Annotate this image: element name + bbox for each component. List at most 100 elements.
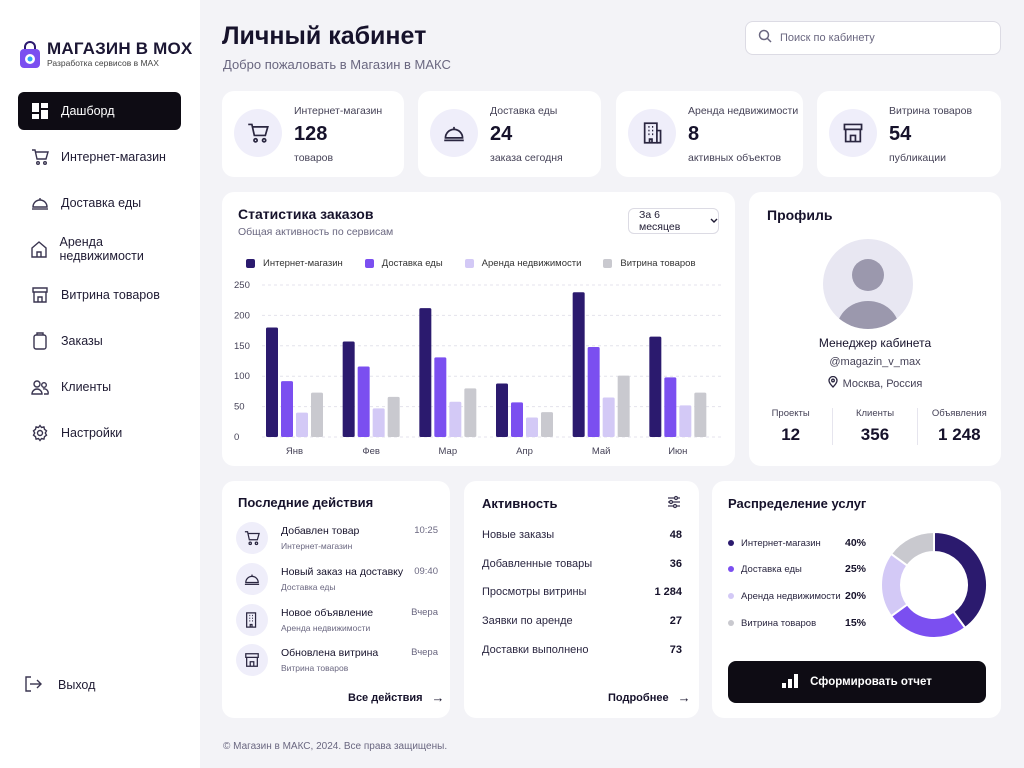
arrow-right-icon: → [677, 690, 691, 705]
bar[interactable] [649, 336, 662, 437]
filter-sliders-icon[interactable] [667, 495, 681, 514]
bar[interactable] [311, 392, 323, 437]
list-item[interactable]: Обновлена витрина Витрина товаров Вчера [236, 644, 438, 678]
donut-slice[interactable] [889, 603, 967, 639]
profile-title: Профиль [767, 207, 833, 223]
list-item[interactable]: Добавлен товар Интернет-магазин 10:25 [236, 522, 438, 556]
stat-desc: товаров [294, 152, 334, 164]
more-link[interactable]: Подробнее → [608, 690, 691, 705]
bar[interactable] [419, 308, 432, 437]
bar[interactable] [281, 381, 293, 437]
bar[interactable] [464, 388, 477, 437]
arrow-right-icon: → [431, 690, 445, 705]
sidebar-item-dashboard[interactable]: Дашборд [18, 92, 181, 130]
activity-label: Заявки по аренде [482, 615, 573, 627]
profile-stat-value: 356 [860, 425, 890, 444]
x-tick-label: Мар [439, 446, 458, 457]
activity-row: Заявки по аренде 27 [482, 615, 682, 627]
sidebar-item-label: Интернет-магазин [61, 150, 166, 164]
bar[interactable] [449, 401, 462, 437]
list-item[interactable]: Новое объявление Аренда недвижимости Вче… [236, 604, 438, 638]
profile-card: Профиль Менеджер кабинета @magazin_v_max… [749, 192, 1001, 466]
sidebar-item-clients[interactable]: Клиенты [18, 368, 181, 406]
sidebar-item-label: Клиенты [61, 380, 112, 394]
chevron-down-icon [710, 215, 718, 227]
bar[interactable] [679, 405, 692, 437]
distribution-item: Аренда недвижимости 20% [728, 590, 866, 602]
cloche-icon [430, 109, 478, 157]
period-dropdown[interactable]: За 6 месяцев [628, 208, 719, 234]
stat-card-shop[interactable]: Интернет-магазин 128 товаров [222, 91, 404, 177]
y-tick-label: 250 [234, 280, 250, 291]
sidebar-item-food[interactable]: Доставка еды [18, 184, 181, 222]
cart-icon [234, 109, 282, 157]
bar[interactable] [587, 347, 600, 437]
legend-label: Доставка еды [381, 258, 443, 269]
bar[interactable] [526, 417, 538, 437]
stat-label: Интернет-магазин [294, 105, 383, 117]
distribution-pct: 15% [844, 617, 866, 629]
generate-report-button[interactable]: Сформировать отчет [728, 661, 986, 703]
cart-icon [236, 522, 268, 554]
profile-stat-listings: Объявления 1 248 [918, 408, 1001, 445]
legend-item: Интернет-магазин [246, 258, 343, 269]
bar[interactable] [296, 412, 308, 437]
sidebar-item-settings[interactable]: Настройки [18, 414, 181, 452]
logout-button[interactable]: Выход [24, 675, 95, 695]
list-item[interactable]: Новый заказ на доставку Доставка еды 09:… [236, 563, 438, 597]
sidebar-item-orders[interactable]: Заказы [18, 322, 181, 360]
bar[interactable] [541, 412, 553, 437]
y-tick-label: 200 [234, 310, 250, 321]
bar[interactable] [496, 383, 508, 437]
activity-value: 1 284 [654, 586, 682, 598]
bar[interactable] [572, 292, 585, 437]
dashboard-icon [30, 101, 50, 121]
distribution-dot [728, 620, 734, 626]
bar[interactable] [372, 408, 385, 437]
brand-subtitle: Разработка сервисов в MAX [47, 58, 159, 68]
legend-swatch [246, 259, 255, 268]
profile-handle: @magazin_v_max [829, 356, 921, 368]
stat-card-rent[interactable]: Аренда недвижимости 8 активных объектов [616, 91, 803, 177]
bar[interactable] [664, 377, 677, 437]
sidebar: МАГАЗИН В MOX Разработка сервисов в MAX … [0, 0, 200, 768]
orders-chart-card: Статистика заказов Общая активность по с… [222, 192, 735, 466]
stat-card-food[interactable]: Доставка еды 24 заказа сегодня [418, 91, 601, 177]
logo[interactable]: МАГАЗИН В MOX Разработка сервисов в MAX [19, 40, 192, 69]
bar[interactable] [387, 396, 400, 437]
bar[interactable] [266, 327, 278, 437]
sidebar-item-rent[interactable]: Аренда недвижимости [18, 230, 181, 268]
bar[interactable] [434, 357, 447, 437]
bar[interactable] [602, 397, 615, 437]
all-actions-link[interactable]: Все действия → [348, 690, 445, 705]
profile-stat-label: Объявления [931, 408, 987, 419]
donut-slice[interactable] [889, 530, 935, 567]
stat-desc: заказа сегодня [490, 152, 563, 164]
house-icon [30, 239, 49, 259]
profile-location: Москва, Россия [749, 375, 1001, 391]
action-title: Новый заказ на доставку [281, 566, 404, 578]
bar[interactable] [694, 392, 707, 437]
distribution-dot [728, 593, 734, 599]
activity-label: Новые заказы [482, 529, 555, 541]
stat-label: Витрина товаров [889, 105, 973, 117]
search-input[interactable] [780, 32, 980, 44]
page-subtitle: Добро пожаловать в Магазин в МАКС [223, 57, 451, 72]
distribution-label: Доставка еды [741, 563, 802, 575]
profile-stat-label: Клиенты [855, 408, 895, 419]
donut-slice[interactable] [933, 530, 988, 630]
action-sub: Аренда недвижимости [281, 623, 371, 633]
bar[interactable] [511, 402, 523, 437]
sidebar-item-label: Витрина товаров [61, 288, 160, 302]
bar[interactable] [357, 366, 370, 437]
sidebar-item-showcase[interactable]: Витрина товаров [18, 276, 181, 314]
sidebar-item-label: Аренда недвижимости [59, 235, 144, 263]
bar[interactable] [617, 375, 630, 437]
profile-stats: Проекты 12 Клиенты 356 Объявления 1 248 [749, 408, 1001, 445]
sidebar-item-shop[interactable]: Интернет-магазин [18, 138, 181, 176]
activity-row: Добавленные товары 36 [482, 558, 682, 570]
activity-row: Доставки выполнено 73 [482, 644, 682, 656]
stat-card-showcase[interactable]: Витрина товаров 54 публикации [817, 91, 1001, 177]
sidebar-item-label: Заказы [61, 334, 103, 348]
bar[interactable] [342, 341, 355, 437]
